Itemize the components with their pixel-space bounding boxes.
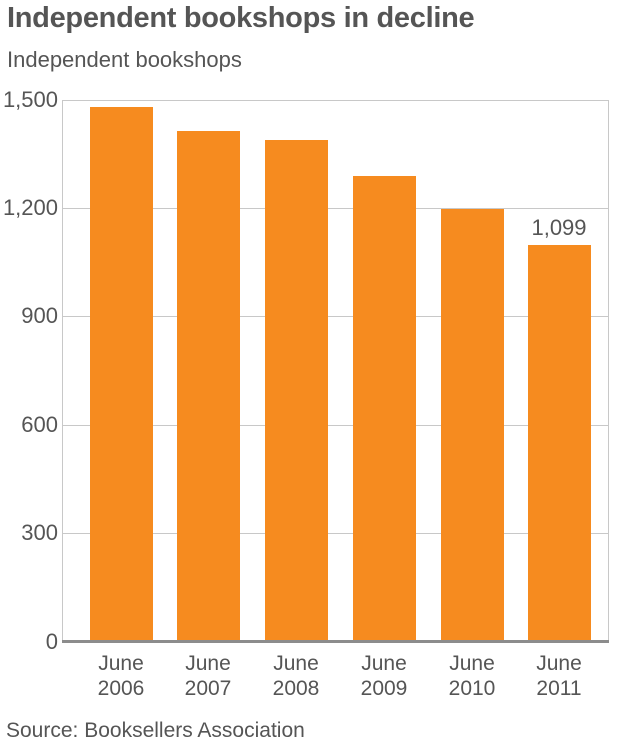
x-tick-label: June 2008 (251, 651, 341, 701)
y-tick-1200: 1,200 (2, 195, 58, 220)
data-label-2011: 1,099 (531, 215, 587, 240)
x-tick-label: June 2007 (163, 651, 253, 701)
bar-june-2006 (90, 107, 153, 641)
bar-june-2010 (441, 209, 504, 641)
gridline-300 (62, 533, 609, 534)
x-tick-year: 2008 (272, 677, 320, 700)
bar-june-2009 (353, 176, 416, 641)
x-tick-label: June 2011 (514, 651, 604, 701)
x-tick-year: 2007 (184, 677, 232, 700)
bar-june-2007 (177, 131, 240, 641)
x-tick-month: June (536, 652, 582, 675)
x-tick-year: 2009 (360, 677, 408, 700)
bar-june-2011 (528, 245, 591, 641)
x-tick-label: June 2010 (427, 651, 517, 701)
chart-title: Independent bookshops in decline (7, 2, 475, 34)
y-tick-1500: 1,500 (2, 87, 58, 112)
gridline-600 (62, 425, 609, 426)
x-tick-month: June (273, 652, 319, 675)
x-tick-year: 2011 (536, 677, 582, 700)
y-tick-900: 900 (21, 303, 58, 328)
y-tick-300: 300 (21, 520, 58, 545)
y-tick-0: 0 (45, 629, 58, 654)
x-tick-label: June 2006 (76, 651, 166, 701)
x-tick-month: June (361, 652, 407, 675)
gridline-1200 (62, 208, 609, 209)
chart-subtitle: Independent bookshops (7, 47, 242, 72)
x-tick-month: June (185, 652, 231, 675)
baseline (62, 640, 609, 643)
bar-june-2008 (265, 140, 328, 641)
x-tick-year: 2010 (448, 677, 496, 700)
x-tick-month: June (449, 652, 495, 675)
x-tick-month: June (98, 652, 144, 675)
source-note: Source: Booksellers Association (6, 719, 305, 742)
x-tick-year: 2006 (97, 677, 145, 700)
y-tick-600: 600 (21, 412, 58, 437)
gridline-900 (62, 316, 609, 317)
plot-area (62, 100, 609, 641)
x-tick-label: June 2009 (339, 651, 429, 701)
